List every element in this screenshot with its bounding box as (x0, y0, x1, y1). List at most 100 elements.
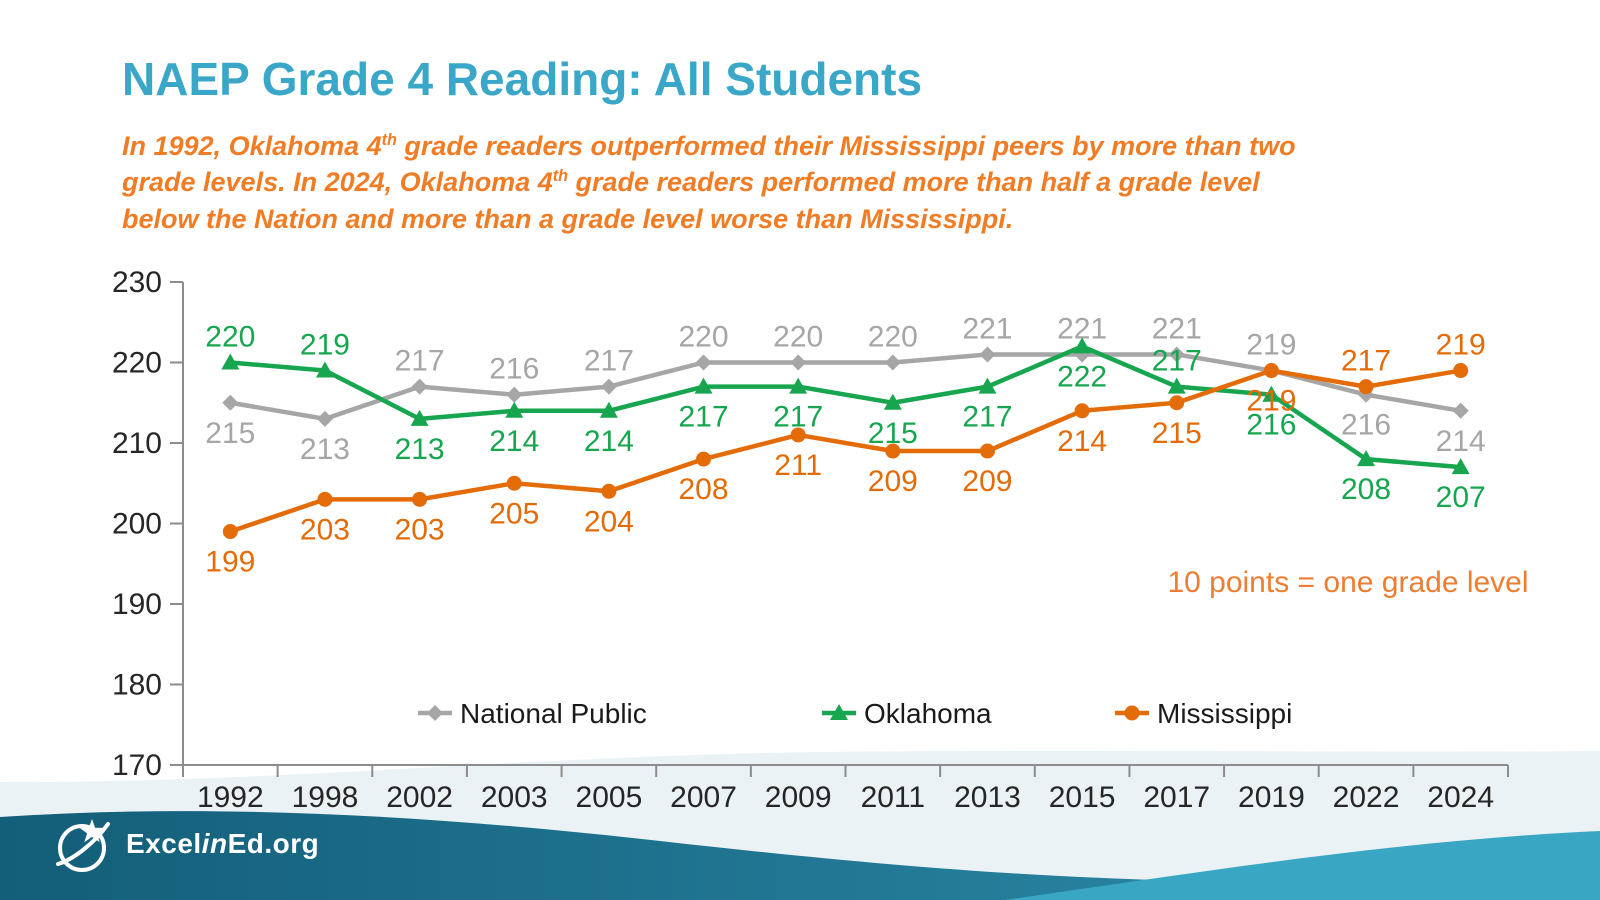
light-teal-wave (1005, 831, 1600, 900)
data-label: 213 (395, 433, 445, 466)
data-label: 220 (205, 321, 255, 354)
diamond-marker-icon (790, 354, 807, 371)
data-label: 222 (1057, 360, 1107, 393)
y-tick-label: 180 (112, 669, 162, 702)
data-label: 216 (1341, 409, 1391, 442)
triangle-marker-icon (883, 393, 902, 410)
data-label: 219 (1246, 329, 1296, 362)
data-label: 214 (1436, 425, 1486, 458)
legend-item-oklahoma: Oklahoma (822, 698, 992, 729)
diamond-marker-icon (1452, 402, 1469, 419)
data-label: 219 (300, 329, 350, 362)
diamond-marker-icon (506, 386, 523, 403)
data-label: 221 (1152, 312, 1202, 345)
x-tick-label: 2009 (765, 781, 832, 814)
diamond-marker-icon (1168, 346, 1185, 363)
data-label: 220 (868, 321, 918, 354)
circle-marker-icon (696, 451, 712, 467)
triangle-marker-icon (1357, 450, 1376, 467)
triangle-marker-icon (694, 377, 713, 394)
legend-label: Oklahoma (864, 698, 992, 729)
diamond-marker-icon (884, 354, 901, 371)
circle-marker-icon (979, 443, 995, 459)
data-label: 217 (584, 345, 634, 378)
x-tick-label: 2002 (386, 781, 453, 814)
circle-marker-icon (222, 524, 238, 540)
data-label: 215 (205, 417, 255, 450)
annotation-grade-level: 10 points = one grade level (1167, 566, 1528, 599)
circle-marker-icon (317, 491, 333, 507)
y-tick-label: 170 (112, 749, 162, 782)
legend-item-national-public: National Public (418, 698, 647, 729)
data-label: 214 (1057, 425, 1107, 458)
circle-marker-icon (1124, 705, 1140, 721)
chart-subtitle: In 1992, Oklahoma 4th grade readers outp… (122, 128, 1452, 237)
data-label: 215 (1152, 417, 1202, 450)
logo-text-in: in (201, 828, 228, 859)
x-tick-label: 1992 (197, 781, 264, 814)
diamond-marker-icon (427, 705, 443, 721)
diamond-marker-icon (316, 410, 333, 427)
triangle-marker-icon (221, 353, 240, 370)
diamond-marker-icon (600, 378, 617, 395)
circle-marker-icon (1453, 363, 1469, 379)
x-tick-label: 2015 (1049, 781, 1116, 814)
data-label: 219 (1436, 329, 1486, 362)
data-label: 217 (679, 401, 729, 434)
triangle-marker-icon (1073, 337, 1092, 354)
subtitle-line: grade levels. In 2024, Oklahoma 4th grad… (122, 167, 1260, 198)
data-label: 214 (489, 425, 539, 458)
data-label: 203 (395, 513, 445, 546)
y-tick-label: 190 (112, 588, 162, 621)
data-label: 203 (300, 513, 350, 546)
data-label: 209 (868, 465, 918, 498)
x-tick-label: 2007 (670, 781, 737, 814)
legend: National Public Oklahoma Mississippi (418, 698, 1292, 729)
dark-teal-wave (0, 811, 1600, 900)
x-tick-label: 2011 (861, 781, 926, 814)
triangle-marker-icon (830, 704, 848, 720)
data-label: 204 (584, 505, 634, 538)
y-tick-label: 210 (112, 427, 162, 460)
circle-marker-icon (790, 427, 806, 443)
y-tick-label: 230 (112, 266, 162, 299)
data-label: 220 (679, 321, 729, 354)
excelined-star-icon (56, 819, 110, 872)
data-label: 220 (773, 321, 823, 354)
series-mississippi: 199 203 203 205 204 208 211 209 209 214 215 219 217 2… (205, 329, 1485, 579)
data-label: 205 (489, 497, 539, 530)
x-tick-label: 2022 (1333, 781, 1400, 814)
triangle-marker-icon (978, 377, 997, 394)
data-label: 221 (962, 312, 1012, 345)
triangle-marker-icon (410, 409, 429, 426)
circle-marker-icon (601, 483, 617, 499)
circle-marker-icon (1074, 403, 1090, 419)
legend-item-mississippi: Mississippi (1115, 698, 1292, 729)
diamond-marker-icon (695, 354, 712, 371)
y-tick-label: 220 (112, 347, 162, 380)
diamond-marker-icon (411, 378, 428, 395)
axes: 170 180 190 200 210 220 230 1992 1998 2002 2003 200… (112, 266, 1509, 814)
data-label: 217 (395, 345, 445, 378)
data-label: 217 (962, 401, 1012, 434)
x-tick-label: 2019 (1238, 781, 1305, 814)
circle-marker-icon (1169, 395, 1185, 411)
data-label: 216 (489, 353, 539, 386)
data-label: 199 (205, 546, 255, 579)
series-line (230, 344, 1461, 470)
x-tick-label: 1998 (292, 781, 359, 814)
x-tick-label: 2003 (481, 781, 548, 814)
data-label: 214 (584, 425, 634, 458)
triangle-marker-icon (599, 401, 618, 418)
triangle-marker-icon (789, 377, 808, 394)
diamond-marker-icon (979, 346, 996, 363)
data-label: 208 (1341, 473, 1391, 506)
series-oklahoma: 220 219 213 214 214 217 217 215 217 222 217 216 208 2… (205, 321, 1485, 515)
circle-marker-icon (506, 475, 522, 491)
triangle-marker-icon (505, 401, 524, 418)
x-tick-label: 2013 (954, 781, 1021, 814)
legend-label: National Public (460, 698, 647, 729)
subtitle-line: below the Nation and more than a grade l… (122, 203, 1014, 234)
data-label: 213 (300, 433, 350, 466)
